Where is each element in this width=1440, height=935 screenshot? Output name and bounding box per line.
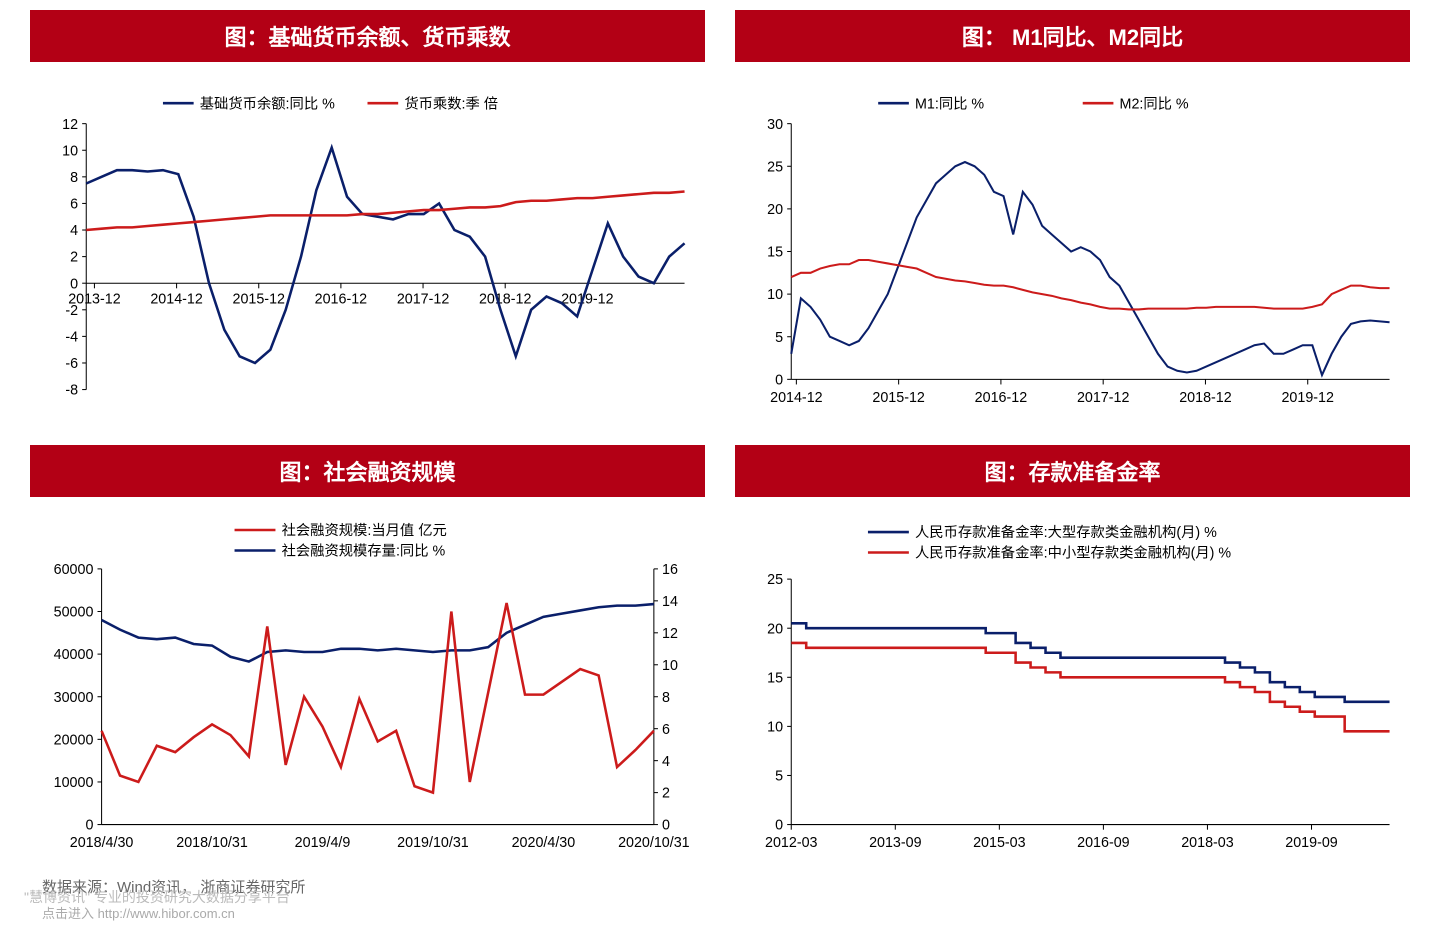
- svg-text:2020/10/31: 2020/10/31: [618, 835, 690, 851]
- chart4-svg: 0 5 10 15 20 25 2012-03 2013-09 2015-03 2016-09 20…: [735, 503, 1410, 870]
- chart4-area: 0 5 10 15 20 25 2012-03 2013-09 2015-03 2016-09 20…: [735, 503, 1410, 870]
- svg-text:2018-12: 2018-12: [479, 292, 532, 308]
- svg-text:2016-12: 2016-12: [315, 292, 368, 308]
- svg-text:15: 15: [767, 245, 783, 261]
- svg-text:0: 0: [662, 818, 670, 834]
- svg-text:4: 4: [70, 223, 78, 239]
- panel-social-financing: 图：社会融资规模 0 10000 20000 30000 40000 50000 60000…: [30, 445, 705, 870]
- chart2-area: 0 5 10 15 20 25 30 2014-12 2015-12 2016-12 2017-12…: [735, 68, 1410, 435]
- svg-text:2017-12: 2017-12: [397, 292, 450, 308]
- svg-text:16: 16: [662, 562, 678, 578]
- svg-text:货币乘数:季 倍: 货币乘数:季 倍: [404, 95, 498, 112]
- chart3-svg: 0 10000 20000 30000 40000 50000 60000 0 2 4 6 8 10 12…: [30, 503, 705, 870]
- svg-text:10: 10: [767, 720, 783, 736]
- svg-text:2013-09: 2013-09: [869, 835, 922, 851]
- svg-text:14: 14: [662, 594, 678, 610]
- svg-text:8: 8: [662, 690, 670, 706]
- svg-text:2019/10/31: 2019/10/31: [397, 835, 469, 851]
- svg-text:2016-09: 2016-09: [1077, 835, 1130, 851]
- svg-text:2019-09: 2019-09: [1285, 835, 1338, 851]
- svg-text:2018/4/30: 2018/4/30: [70, 835, 134, 851]
- svg-text:15: 15: [767, 670, 783, 686]
- svg-text:M1:同比 %: M1:同比 %: [915, 95, 984, 112]
- watermark-text: "慧博资讯" 专业的投资研究大数据分享平台: [24, 887, 290, 907]
- svg-text:4: 4: [662, 754, 670, 770]
- panel-base-money: 图：基础货币余额、货币乘数 -8-6-4-20246810122013-1220…: [30, 10, 705, 435]
- svg-text:基础货币余额:同比 %: 基础货币余额:同比 %: [200, 94, 335, 112]
- chart4-title: 图：存款准备金率: [735, 445, 1410, 497]
- panel-reserve-ratio: 图：存款准备金率 0 5 10 15 20 25 2012-03 2013-09 2015-03…: [735, 445, 1410, 870]
- svg-text:0: 0: [775, 372, 783, 388]
- svg-text:-4: -4: [65, 330, 78, 346]
- svg-text:10: 10: [767, 287, 783, 303]
- svg-text:25: 25: [767, 159, 783, 175]
- svg-text:2014-12: 2014-12: [770, 390, 823, 406]
- svg-text:2019-12: 2019-12: [1281, 390, 1334, 406]
- svg-text:40000: 40000: [54, 647, 94, 663]
- svg-text:2016-12: 2016-12: [975, 390, 1028, 406]
- svg-text:20000: 20000: [54, 732, 94, 748]
- svg-text:2017-12: 2017-12: [1077, 390, 1130, 406]
- svg-text:2: 2: [662, 786, 670, 802]
- chart1-svg: -8-6-4-20246810122013-122014-122015-1220…: [30, 68, 705, 435]
- svg-text:人民币存款准备金率:中小型存款类金融机构(月) %: 人民币存款准备金率:中小型存款类金融机构(月) %: [915, 545, 1231, 562]
- svg-text:-6: -6: [65, 356, 78, 372]
- svg-text:0: 0: [85, 818, 93, 834]
- svg-text:50000: 50000: [54, 605, 94, 621]
- svg-text:人民币存款准备金率:大型存款类金融机构(月) %: 人民币存款准备金率:大型存款类金融机构(月) %: [915, 524, 1217, 541]
- svg-text:20: 20: [767, 621, 783, 637]
- svg-text:0: 0: [775, 818, 783, 834]
- svg-text:25: 25: [767, 572, 783, 588]
- svg-text:2013-12: 2013-12: [68, 292, 121, 308]
- svg-text:20: 20: [767, 202, 783, 218]
- svg-text:0: 0: [70, 276, 78, 292]
- panel-m1-m2: 图： M1同比、M2同比 0 5 10 15 20 25 30 2014-12 2015-12 2…: [735, 10, 1410, 435]
- svg-text:6: 6: [70, 197, 78, 213]
- svg-text:8: 8: [70, 170, 78, 186]
- chart3-title: 图：社会融资规模: [30, 445, 705, 497]
- svg-text:2012-03: 2012-03: [765, 835, 818, 851]
- svg-text:12: 12: [62, 117, 78, 133]
- svg-text:M2:同比 %: M2:同比 %: [1120, 95, 1189, 112]
- chart2-svg: 0 5 10 15 20 25 30 2014-12 2015-12 2016-12 2017-12…: [735, 68, 1410, 435]
- svg-text:5: 5: [775, 330, 783, 346]
- svg-text:2: 2: [70, 250, 78, 266]
- svg-text:2019-12: 2019-12: [561, 292, 614, 308]
- svg-text:-8: -8: [65, 383, 78, 399]
- svg-text:6: 6: [662, 722, 670, 738]
- svg-text:2018-12: 2018-12: [1179, 390, 1232, 406]
- svg-text:2018-03: 2018-03: [1181, 835, 1234, 851]
- chart3-area: 0 10000 20000 30000 40000 50000 60000 0 2 4 6 8 10 12…: [30, 503, 705, 870]
- svg-text:2019/4/9: 2019/4/9: [295, 835, 351, 851]
- svg-text:5: 5: [775, 769, 783, 785]
- svg-text:30000: 30000: [54, 690, 94, 706]
- chart2-title: 图： M1同比、M2同比: [735, 10, 1410, 62]
- svg-text:2018/10/31: 2018/10/31: [176, 835, 248, 851]
- svg-text:2015-12: 2015-12: [233, 292, 286, 308]
- chart1-area: -8-6-4-20246810122013-122014-122015-1220…: [30, 68, 705, 435]
- svg-text:2014-12: 2014-12: [150, 292, 203, 308]
- svg-text:社会融资规模:当月值 亿元: 社会融资规模:当月值 亿元: [282, 522, 447, 539]
- svg-text:10: 10: [662, 658, 678, 674]
- svg-text:60000: 60000: [54, 562, 94, 578]
- svg-text:12: 12: [662, 626, 678, 642]
- svg-text:10000: 10000: [54, 775, 94, 791]
- svg-text:2020/4/30: 2020/4/30: [512, 835, 576, 851]
- svg-text:2015-12: 2015-12: [872, 390, 925, 406]
- svg-text:10: 10: [62, 143, 78, 159]
- svg-text:2015-03: 2015-03: [973, 835, 1026, 851]
- svg-text:社会融资规模存量:同比 %: 社会融资规模存量:同比 %: [282, 543, 446, 560]
- chart1-title: 图：基础货币余额、货币乘数: [30, 10, 705, 62]
- svg-text:30: 30: [767, 117, 783, 133]
